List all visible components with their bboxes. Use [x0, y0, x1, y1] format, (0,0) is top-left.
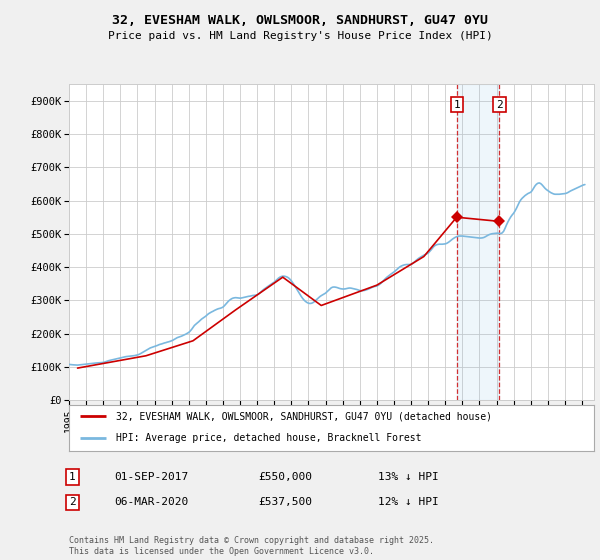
Text: 13% ↓ HPI: 13% ↓ HPI — [378, 472, 439, 482]
Text: 01-SEP-2017: 01-SEP-2017 — [114, 472, 188, 482]
Text: £550,000: £550,000 — [258, 472, 312, 482]
Bar — [457, 84, 499, 400]
Text: 2: 2 — [69, 497, 76, 507]
Text: 32, EVESHAM WALK, OWLSMOOR, SANDHURST, GU47 0YU: 32, EVESHAM WALK, OWLSMOOR, SANDHURST, G… — [112, 14, 488, 27]
Text: Contains HM Land Registry data © Crown copyright and database right 2025.
This d: Contains HM Land Registry data © Crown c… — [69, 536, 434, 556]
Text: 1: 1 — [454, 100, 460, 110]
Text: 32, EVESHAM WALK, OWLSMOOR, SANDHURST, GU47 0YU (detached house): 32, EVESHAM WALK, OWLSMOOR, SANDHURST, G… — [116, 412, 492, 421]
Text: 2: 2 — [496, 100, 503, 110]
Text: £537,500: £537,500 — [258, 497, 312, 507]
Text: 06-MAR-2020: 06-MAR-2020 — [114, 497, 188, 507]
Text: Price paid vs. HM Land Registry's House Price Index (HPI): Price paid vs. HM Land Registry's House … — [107, 31, 493, 41]
Text: 12% ↓ HPI: 12% ↓ HPI — [378, 497, 439, 507]
Text: 1: 1 — [69, 472, 76, 482]
Text: HPI: Average price, detached house, Bracknell Forest: HPI: Average price, detached house, Brac… — [116, 433, 422, 443]
